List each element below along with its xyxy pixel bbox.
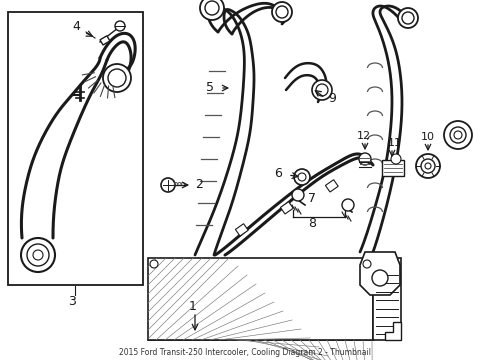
Circle shape [444, 121, 472, 149]
Text: 7: 7 [308, 192, 316, 205]
Circle shape [425, 163, 431, 169]
Circle shape [454, 131, 462, 139]
Text: 11: 11 [388, 138, 402, 148]
Circle shape [416, 154, 440, 178]
Text: 3: 3 [68, 295, 76, 308]
Circle shape [450, 127, 466, 143]
Bar [235, 224, 248, 236]
Circle shape [161, 178, 175, 192]
Polygon shape [360, 252, 400, 295]
Text: 1: 1 [189, 300, 197, 313]
Bar [382, 160, 404, 176]
Text: 8: 8 [308, 217, 316, 230]
Text: 5: 5 [206, 81, 214, 94]
Text: 9: 9 [328, 92, 336, 105]
Polygon shape [166, 263, 391, 325]
Bar [373, 258, 401, 340]
Polygon shape [148, 325, 391, 340]
Circle shape [372, 270, 388, 286]
Circle shape [21, 238, 55, 272]
Circle shape [103, 64, 131, 92]
Circle shape [292, 189, 304, 201]
Circle shape [398, 8, 418, 28]
Circle shape [27, 244, 49, 266]
Text: 10: 10 [421, 132, 435, 142]
Circle shape [312, 80, 332, 100]
Text: 4: 4 [72, 20, 80, 33]
Text: 2: 2 [195, 178, 203, 191]
Bar [100, 36, 110, 45]
Circle shape [276, 6, 288, 18]
Circle shape [316, 84, 328, 96]
Circle shape [298, 173, 306, 181]
Circle shape [342, 199, 354, 211]
Circle shape [359, 153, 371, 165]
Bar [325, 180, 338, 192]
Circle shape [294, 169, 310, 185]
Circle shape [363, 260, 371, 268]
Circle shape [402, 12, 414, 24]
Bar [280, 202, 293, 214]
Circle shape [421, 159, 435, 173]
Circle shape [200, 0, 224, 20]
Polygon shape [385, 322, 401, 340]
Circle shape [205, 1, 219, 15]
Text: 12: 12 [357, 131, 371, 141]
Circle shape [108, 69, 126, 87]
Text: 6: 6 [274, 167, 282, 180]
Bar [8, 12, 143, 285]
Polygon shape [148, 258, 373, 340]
Text: 2015 Ford Transit-250 Intercooler, Cooling Diagram 2 - Thumbnail: 2015 Ford Transit-250 Intercooler, Cooli… [119, 348, 371, 357]
Circle shape [150, 260, 158, 268]
Circle shape [391, 154, 401, 164]
Circle shape [33, 250, 43, 260]
Circle shape [272, 2, 292, 22]
Circle shape [115, 21, 125, 31]
